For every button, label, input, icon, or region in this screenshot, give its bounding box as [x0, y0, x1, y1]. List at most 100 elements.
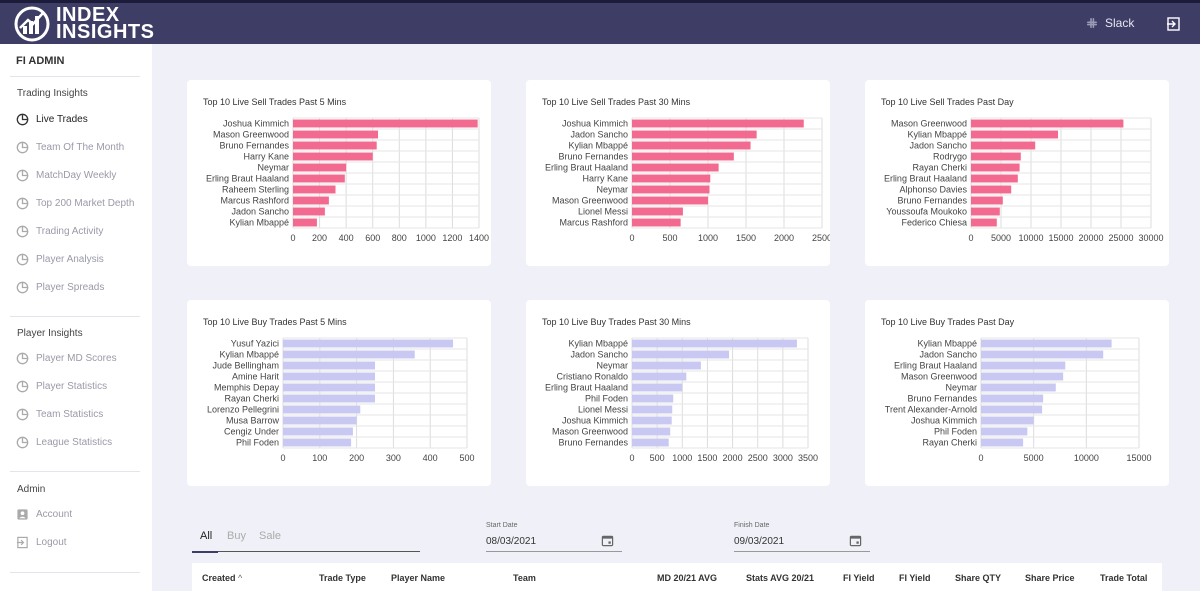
bar[interactable] [981, 438, 1024, 447]
bar[interactable] [971, 141, 1036, 150]
sidebar-item-player-spreads[interactable]: Player Spreads [16, 279, 104, 295]
bar[interactable] [632, 372, 687, 381]
sidebar-item-team-of-the-month[interactable]: Team Of The Month [16, 139, 124, 155]
bar[interactable] [971, 174, 1018, 183]
bar[interactable] [981, 339, 1112, 348]
bar[interactable] [632, 416, 672, 425]
sidebar-item-player-analysis[interactable]: Player Analysis [16, 251, 104, 267]
bar[interactable] [632, 438, 669, 447]
bar[interactable] [632, 405, 673, 414]
bar[interactable] [632, 119, 804, 128]
tab-all[interactable]: All [200, 530, 213, 542]
bar[interactable] [293, 163, 347, 172]
column-stats-avg[interactable]: Stats AVG 20/21 [746, 573, 815, 583]
sidebar-item-live-trades[interactable]: Live Trades [16, 111, 88, 127]
bar[interactable] [632, 207, 683, 216]
column-share-qty[interactable]: Share QTY [955, 573, 1002, 583]
start-date-input[interactable]: 08/03/2021 [486, 536, 537, 547]
sidebar-item-player-md-scores[interactable]: Player MD Scores [16, 350, 117, 366]
sidebar-item-top-200-market-depth[interactable]: Top 200 Market Depth [16, 195, 134, 211]
finish-date-field[interactable]: Finish Date 09/03/2021 [734, 522, 870, 552]
start-date-field[interactable]: Start Date 08/03/2021 [486, 522, 622, 552]
bar[interactable] [293, 185, 336, 194]
column-share-price[interactable]: Share Price [1025, 573, 1075, 583]
bar[interactable] [632, 383, 683, 392]
bar[interactable] [632, 174, 711, 183]
bar[interactable] [981, 383, 1056, 392]
logo-text: INDEX INSIGHTS [56, 4, 155, 43]
sidebar-item-player-statistics[interactable]: Player Statistics [16, 378, 107, 394]
bar[interactable] [971, 130, 1058, 139]
bar[interactable] [632, 218, 681, 227]
bar[interactable] [293, 130, 379, 139]
calendar-icon[interactable] [849, 534, 862, 547]
bar[interactable] [632, 361, 701, 370]
bar[interactable] [293, 207, 325, 216]
bar[interactable] [632, 130, 757, 139]
bar[interactable] [283, 383, 375, 392]
column-created[interactable]: Created ^ [202, 573, 243, 583]
bar[interactable] [632, 394, 674, 403]
bar[interactable] [971, 185, 1012, 194]
bar[interactable] [293, 141, 377, 150]
bar[interactable] [283, 405, 361, 414]
bar[interactable] [971, 119, 1124, 128]
sidebar-item-matchday-weekly[interactable]: MatchDay Weekly [16, 167, 116, 183]
sidebar-item-account[interactable]: Account [16, 506, 72, 522]
column-fi-yield-2[interactable]: FI Yield [899, 573, 931, 583]
app-logo[interactable]: INDEX INSIGHTS [14, 5, 154, 43]
sidebar-item-team-statistics[interactable]: Team Statistics [16, 406, 103, 422]
bar[interactable] [971, 152, 1021, 161]
bar[interactable] [632, 185, 710, 194]
bar[interactable] [293, 119, 478, 128]
trades-table-header: Created ^ Trade Type Player Name Team MD… [192, 563, 1162, 591]
category-label: Jude Bellingham [212, 361, 279, 371]
bar[interactable] [971, 163, 1020, 172]
bar[interactable] [981, 372, 1064, 381]
bar[interactable] [293, 218, 317, 227]
bar[interactable] [283, 416, 357, 425]
bar[interactable] [283, 350, 415, 359]
column-md-avg[interactable]: MD 20/21 AVG [657, 573, 718, 583]
slack-link[interactable]: Slack [1086, 16, 1134, 30]
bar[interactable] [283, 427, 353, 436]
bar[interactable] [632, 163, 719, 172]
tab-buy[interactable]: Buy [227, 530, 246, 542]
finish-date-input[interactable]: 09/03/2021 [734, 536, 785, 547]
bar[interactable] [293, 152, 373, 161]
sidebar-item-logout[interactable]: Logout [16, 534, 67, 550]
column-fi-yield[interactable]: FI Yield [843, 573, 875, 583]
bar[interactable] [283, 372, 375, 381]
bar[interactable] [632, 339, 797, 348]
bar[interactable] [283, 438, 352, 447]
bar[interactable] [981, 427, 1028, 436]
bar[interactable] [293, 174, 345, 183]
bar[interactable] [971, 207, 1000, 216]
bar[interactable] [632, 196, 708, 205]
bar[interactable] [632, 350, 730, 359]
logout-icon[interactable] [1166, 16, 1182, 32]
bar[interactable] [632, 152, 734, 161]
column-player-name[interactable]: Player Name [391, 573, 446, 583]
bar[interactable] [283, 394, 375, 403]
column-trade-total[interactable]: Trade Total [1100, 573, 1148, 583]
column-trade-type[interactable]: Trade Type [319, 573, 366, 583]
tick-label: 3500 [798, 453, 818, 463]
tab-sale[interactable]: Sale [259, 530, 282, 542]
bar[interactable] [632, 427, 671, 436]
calendar-icon[interactable] [601, 534, 614, 547]
bar[interactable] [632, 141, 751, 150]
sidebar-item-league-statistics[interactable]: League Statistics [16, 434, 112, 450]
column-team[interactable]: Team [513, 573, 536, 583]
bar[interactable] [971, 196, 1003, 205]
bar[interactable] [981, 405, 1043, 414]
bar[interactable] [293, 196, 329, 205]
bar[interactable] [981, 361, 1066, 370]
bar[interactable] [981, 350, 1104, 359]
bar[interactable] [971, 218, 997, 227]
sidebar-item-trading-activity[interactable]: Trading Activity [16, 223, 103, 239]
bar[interactable] [283, 361, 375, 370]
bar[interactable] [981, 394, 1044, 403]
bar[interactable] [283, 339, 454, 348]
bar[interactable] [981, 416, 1034, 425]
